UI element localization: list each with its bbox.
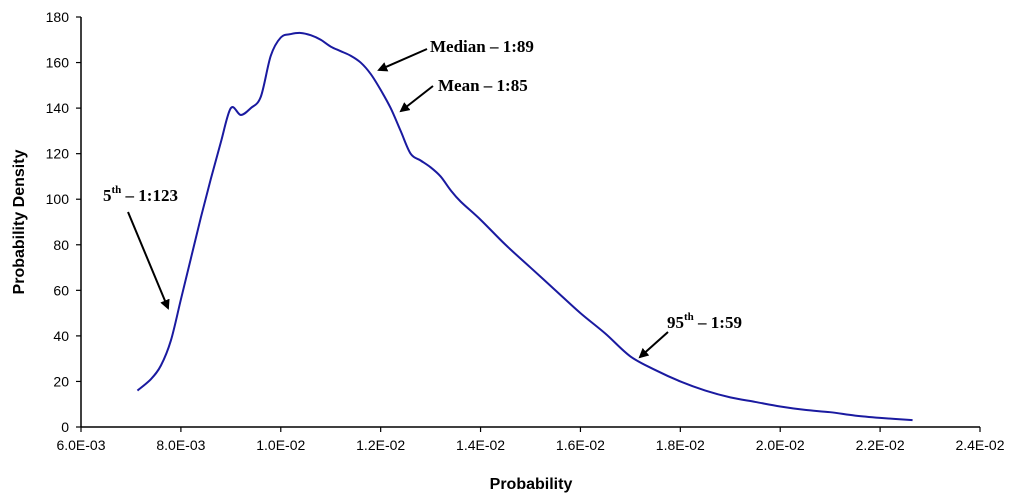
annotation-mean-arrow	[399, 85, 434, 113]
y-tick-label: 140	[46, 100, 70, 116]
y-tick-label: 40	[53, 328, 69, 344]
annotation-95th-label: 95th – 1:59	[667, 311, 742, 332]
y-tick-label: 100	[46, 191, 70, 207]
annotation-95th-percentile: 95th – 1:59	[638, 311, 742, 359]
x-tick-label: 2.0E-02	[756, 437, 805, 453]
x-tick-label: 1.0E-02	[256, 437, 305, 453]
x-tick-label: 2.2E-02	[856, 437, 905, 453]
x-tick-label: 1.2E-02	[356, 437, 405, 453]
annotation-5th-label: 5th – 1:123	[103, 184, 178, 205]
y-tick-label: 20	[53, 373, 69, 389]
y-tick-label: 160	[46, 55, 70, 71]
x-tick-label: 6.0E-03	[56, 437, 105, 453]
x-tick-label: 8.0E-03	[156, 437, 205, 453]
annotation-95th-rest: – 1:59	[694, 313, 742, 332]
annotation-5th-percentile: 5th – 1:123	[103, 184, 178, 310]
annotation-5th-base: 5	[103, 186, 112, 205]
annotation-mean: Mean – 1:85	[399, 76, 528, 113]
annotation-5th-sup: th	[112, 184, 122, 196]
y-tick-label: 120	[46, 146, 70, 162]
y-tick-label: 60	[53, 282, 69, 298]
annotation-median-arrow	[377, 48, 428, 72]
x-tick-label: 1.6E-02	[556, 437, 605, 453]
annotation-5th-arrow	[127, 211, 170, 310]
annotation-median: Median – 1:89	[377, 37, 534, 72]
y-axis-title: Probability Density	[11, 149, 28, 294]
axes	[80, 17, 980, 428]
annotation-95th-sup: th	[684, 311, 694, 323]
density-curve	[136, 31, 913, 422]
annotation-median-label: Median – 1:89	[430, 37, 534, 56]
annotation-95th-base: 95	[667, 313, 684, 332]
y-tick-label: 80	[53, 237, 69, 253]
x-tick-label: 1.8E-02	[656, 437, 705, 453]
annotation-mean-label: Mean – 1:85	[438, 76, 528, 95]
series	[136, 31, 913, 422]
ticks: 6.0E-03 8.0E-03 1.0E-02 1.2E-02 1.4E-02 1.6E-…	[46, 9, 1005, 453]
y-tick-label: 180	[46, 9, 70, 25]
x-tick-label: 2.4E-02	[955, 437, 1004, 453]
x-tick-label: 1.4E-02	[456, 437, 505, 453]
annotation-5th-rest: – 1:123	[121, 186, 178, 205]
x-axis-title: Probability	[490, 476, 573, 493]
y-tick-label: 0	[61, 419, 69, 435]
annotation-95th-arrow	[638, 331, 669, 359]
